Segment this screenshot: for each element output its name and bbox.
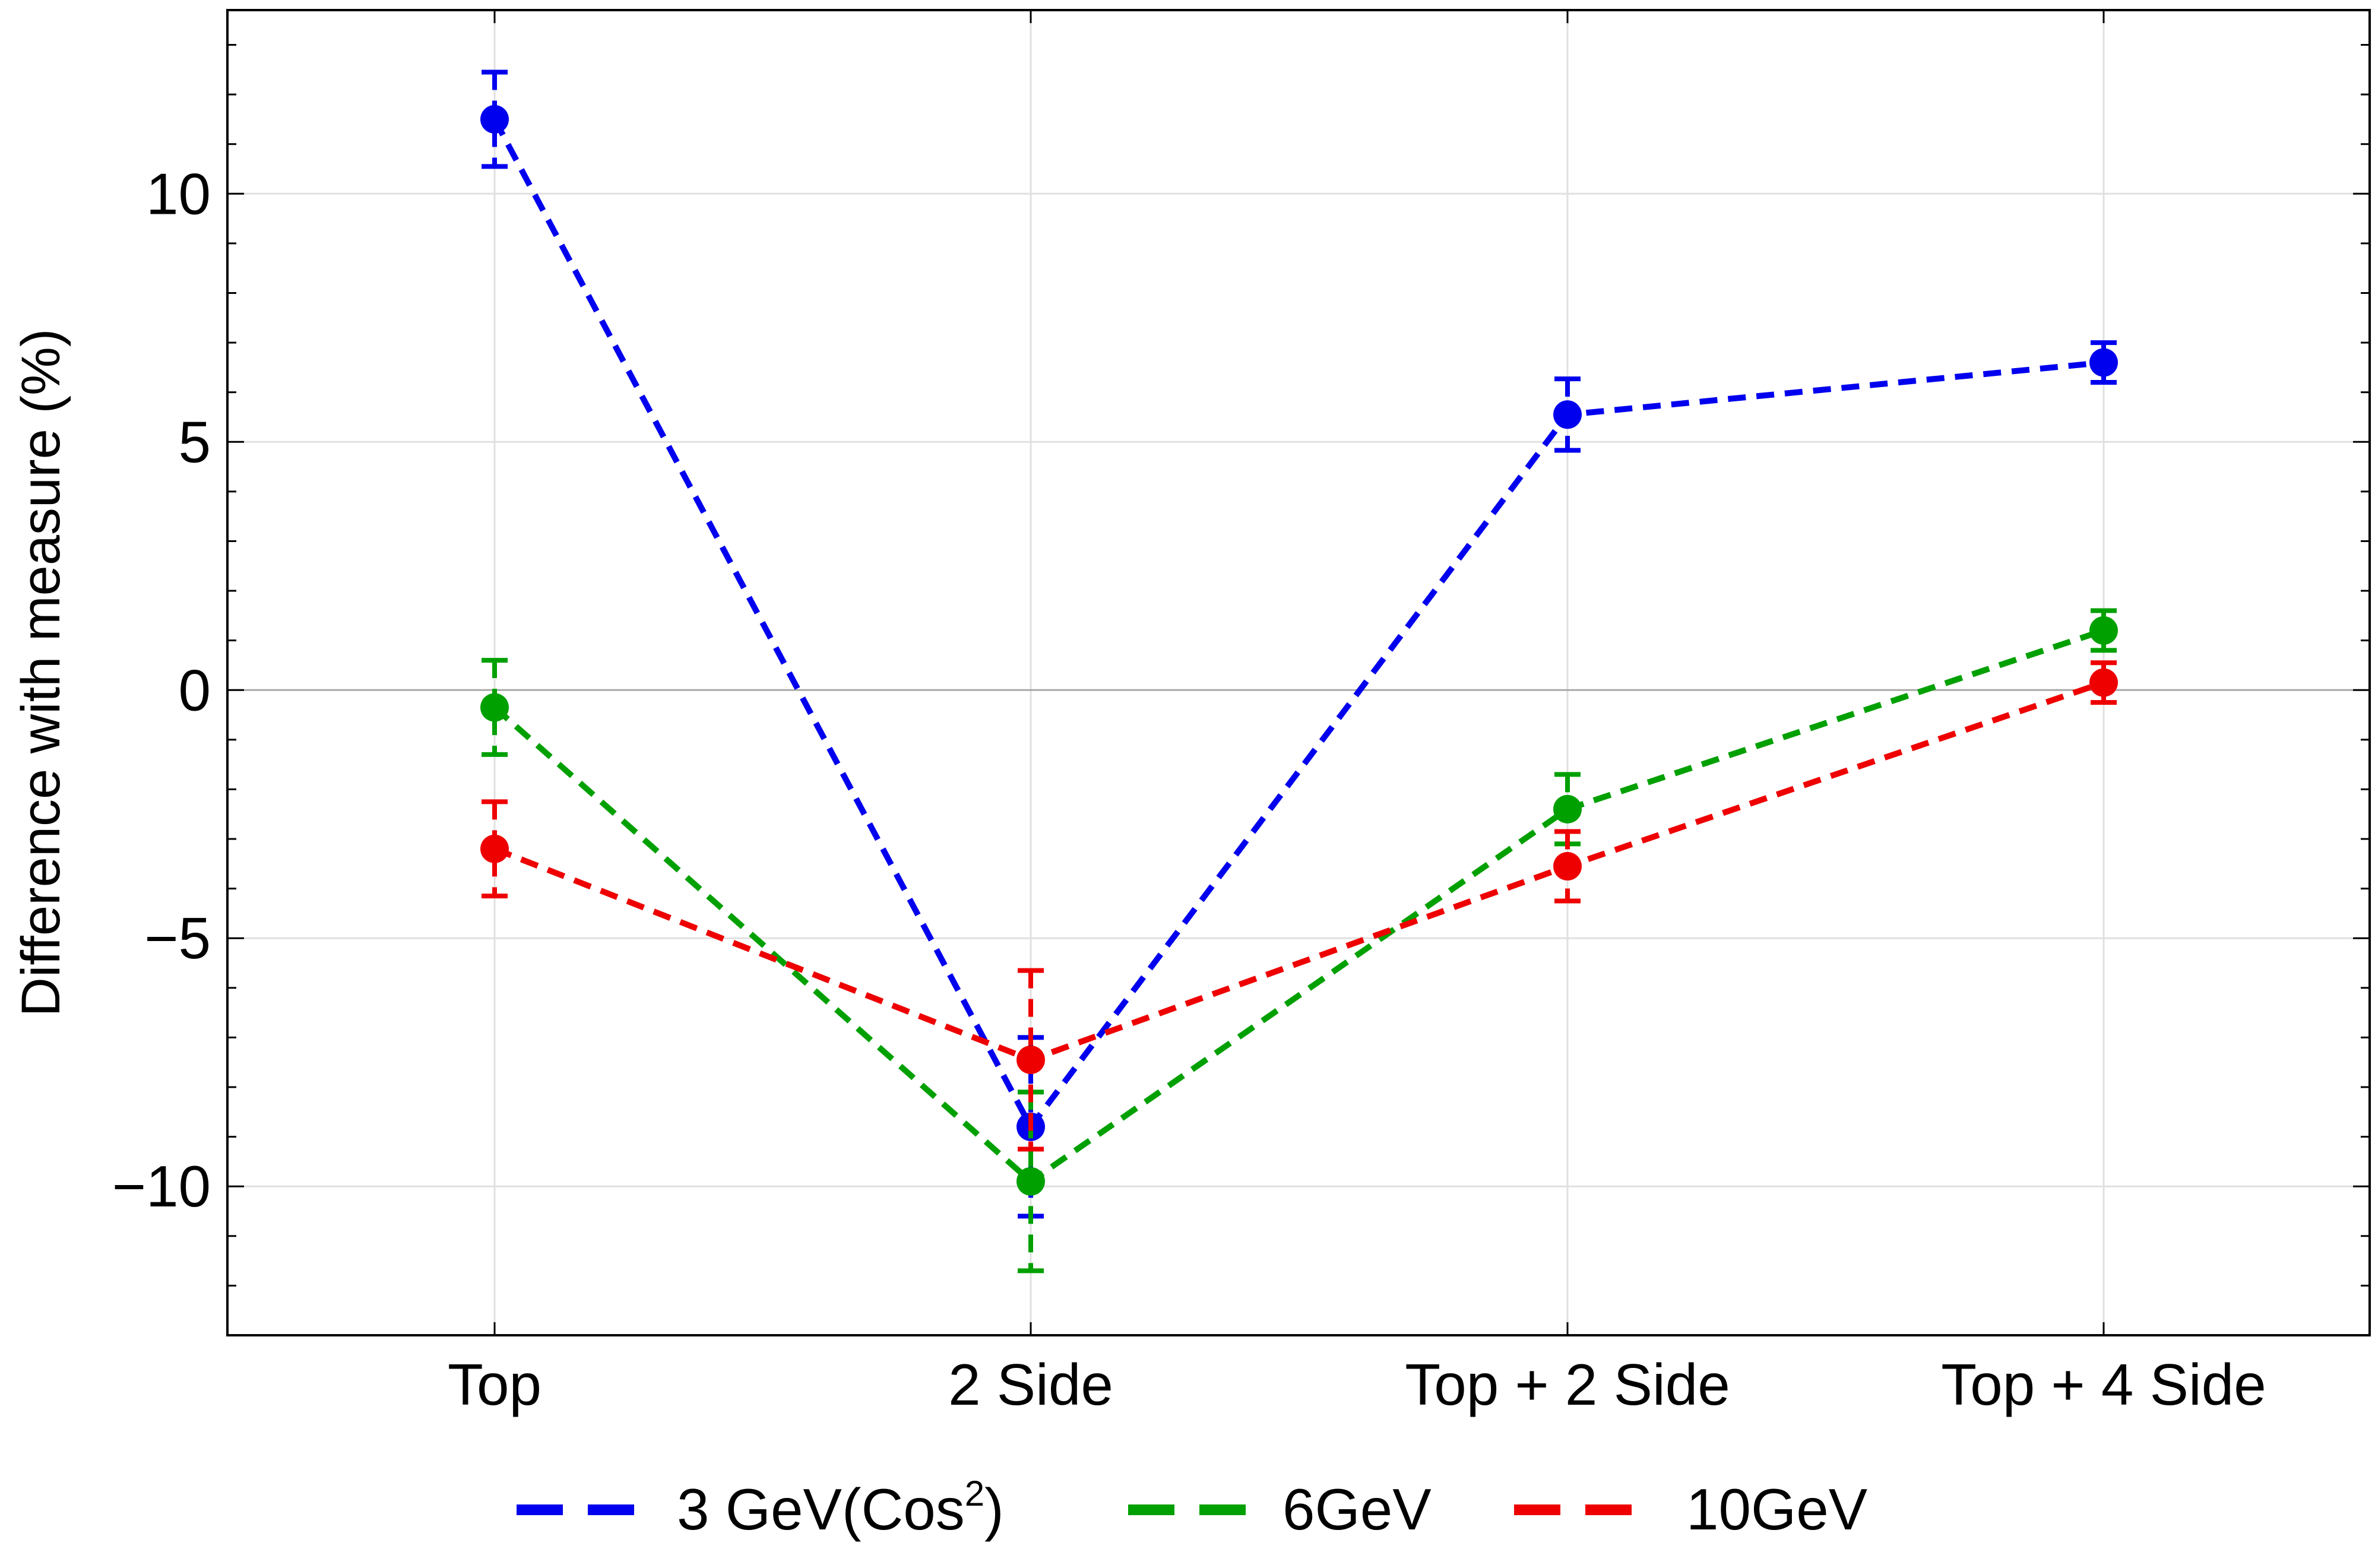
x-tick-labels: Top 2 Side Top + 2 Side Top + 4 Side bbox=[448, 1352, 2266, 1417]
series-1 bbox=[480, 69, 2118, 1219]
grid-lines bbox=[227, 10, 2370, 1335]
x-tick-label: Top bbox=[448, 1352, 542, 1417]
y-axis-label: Difference with measure (%) bbox=[11, 329, 71, 1017]
legend-item-2: 6GeV bbox=[1128, 1477, 1432, 1542]
y-tick-label: 5 bbox=[178, 409, 211, 474]
legend-label-end: ) bbox=[984, 1477, 1004, 1542]
legend-label-superscript: 2 bbox=[965, 1474, 984, 1513]
data-point bbox=[1016, 1046, 1045, 1075]
data-point bbox=[1553, 852, 1582, 881]
legend-label-main: 3 GeV(Cos bbox=[677, 1477, 965, 1542]
x-tick-label: 2 Side bbox=[948, 1352, 1113, 1417]
series-line bbox=[492, 118, 2104, 1133]
data-point bbox=[480, 834, 509, 863]
legend-label: 10GeV bbox=[1686, 1477, 1867, 1542]
legend-label: 3 GeV(Cos2) bbox=[677, 1474, 1004, 1542]
legend-item-3: 10GeV bbox=[1514, 1477, 1867, 1542]
data-point bbox=[480, 104, 509, 134]
x-tick-label: Top + 2 Side bbox=[1405, 1352, 1730, 1417]
data-point bbox=[2089, 616, 2118, 645]
y-tick-label: 0 bbox=[178, 657, 211, 723]
series-line bbox=[493, 679, 2105, 1063]
data-point bbox=[2089, 348, 2118, 377]
series-3 bbox=[480, 660, 2118, 1152]
y-tick-label: 10 bbox=[146, 161, 211, 226]
plot-frame bbox=[226, 9, 2371, 1336]
legend: 3 GeV(Cos2) 6GeV 10GeV bbox=[517, 1474, 1867, 1542]
y-tick-labels: −10 −5 0 5 10 bbox=[112, 161, 211, 1219]
data-point bbox=[1016, 1167, 1045, 1196]
y-tick-label: −10 bbox=[112, 1154, 211, 1219]
x-tick-label: Top + 4 Side bbox=[1941, 1352, 2266, 1417]
series-2 bbox=[480, 608, 2118, 1274]
legend-label: 6GeV bbox=[1282, 1477, 1432, 1542]
y-tick-label: −5 bbox=[144, 905, 211, 971]
axis-ticks bbox=[227, 10, 2370, 1335]
legend-item-1: 3 GeV(Cos2) bbox=[517, 1474, 1004, 1542]
data-point bbox=[1553, 400, 1582, 429]
data-point bbox=[1553, 794, 1582, 823]
data-point bbox=[480, 693, 509, 722]
series-layer bbox=[480, 69, 2118, 1274]
series-line bbox=[492, 628, 2105, 1186]
data-point bbox=[2089, 668, 2118, 697]
